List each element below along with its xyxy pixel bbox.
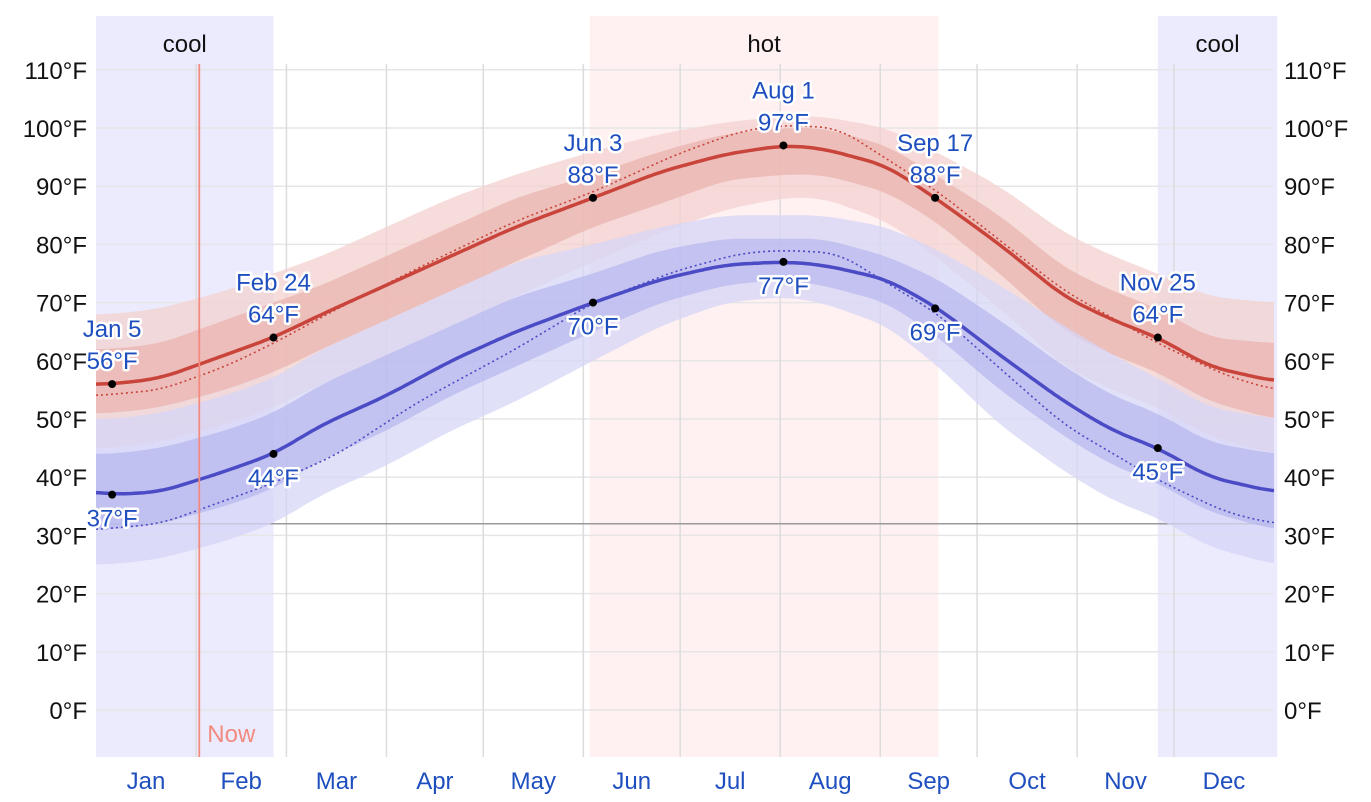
- low-temperature-line: [95, 260, 1275, 496]
- low-band-percentile-band-25-75: [96, 238, 1274, 530]
- y-tick-label-right: 60°F: [1284, 349, 1335, 376]
- high-temperature-line: [95, 144, 1275, 386]
- annotation-value: 56°F: [87, 348, 138, 375]
- series-lines: [95, 144, 1275, 496]
- percentile-bands: [96, 116, 1274, 565]
- annotation-value: 44°F: [248, 465, 299, 492]
- y-tick-label-left: 30°F: [36, 523, 87, 550]
- annotation-value: 37°F: [87, 506, 138, 533]
- annotation-date: Sep 17: [897, 130, 973, 157]
- y-tick-label-left: 20°F: [36, 582, 87, 609]
- x-tick-label: Jun: [612, 768, 651, 795]
- annotation-value: 97°F: [758, 109, 809, 136]
- y-tick-label-left: 90°F: [36, 174, 87, 201]
- y-tick-label-left: 60°F: [36, 349, 87, 376]
- x-tick-label: Feb: [221, 768, 262, 795]
- annotation-date: Aug 1: [752, 77, 815, 104]
- low-point: [779, 257, 788, 266]
- y-tick-label-right: 10°F: [1284, 640, 1335, 667]
- low-point: [931, 304, 940, 313]
- annotation-date: Nov 25: [1120, 270, 1196, 297]
- annotation-value: 45°F: [1132, 459, 1183, 486]
- x-tick-label: Oct: [1008, 768, 1046, 795]
- y-tick-label-right: 50°F: [1284, 407, 1335, 434]
- annotation-labels: Now Jan 5 56°F 37°F Feb 24 64°F 44°F Jun 3 88°F 7…: [80, 75, 1198, 748]
- annotation-value: 64°F: [1132, 302, 1183, 329]
- annotation-points: [108, 141, 1162, 499]
- low-point: [108, 490, 117, 499]
- x-tick-label: Jul: [715, 768, 746, 795]
- y-tick-label-left: 10°F: [36, 640, 87, 667]
- y-tick-label-right: 40°F: [1284, 465, 1335, 492]
- low-point: [1153, 444, 1162, 453]
- y-tick-label-left: 0°F: [49, 698, 87, 725]
- y-tick-label-right: 90°F: [1284, 174, 1335, 201]
- axis-labels: 0°F 0°F 10°F 10°F 20°F 20°F 30°F 30°F 40°F 40°F 50…: [23, 58, 1349, 795]
- y-tick-label-right: 100°F: [1284, 116, 1348, 143]
- y-tick-label-left: 40°F: [36, 465, 87, 492]
- annotation-date: Jun 3: [564, 130, 623, 157]
- x-tick-label: Nov: [1104, 768, 1147, 795]
- now-label: Now: [207, 721, 256, 748]
- high-point: [269, 333, 278, 342]
- high-point: [1153, 333, 1162, 342]
- annotation-value: 77°F: [758, 273, 809, 300]
- y-tick-label-left: 70°F: [36, 291, 87, 318]
- x-tick-label: Dec: [1203, 768, 1246, 795]
- high-point: [931, 193, 940, 202]
- season-label-cool: cool: [1196, 31, 1240, 58]
- annotation-value: 69°F: [910, 319, 961, 346]
- high-band-percentile-band-25-75: [96, 128, 1274, 418]
- low-point: [269, 449, 278, 458]
- y-tick-label-right: 110°F: [1284, 58, 1347, 85]
- y-tick-label-right: 70°F: [1284, 291, 1335, 318]
- season-label-cool: cool: [163, 31, 207, 58]
- annotation-value: 88°F: [910, 162, 961, 189]
- annotation-value: 70°F: [568, 314, 619, 341]
- annotation-date: Jan 5: [83, 316, 142, 343]
- low-dotted-line: [95, 249, 1275, 530]
- x-tick-label: Jan: [127, 768, 166, 795]
- reference-lines: [95, 64, 1275, 757]
- high-point: [108, 380, 117, 389]
- y-tick-label-right: 20°F: [1284, 582, 1335, 609]
- y-tick-label-left: 80°F: [36, 232, 87, 259]
- high-point: [779, 141, 788, 150]
- y-tick-label-left: 100°F: [23, 116, 87, 143]
- annotation-value: 88°F: [568, 162, 619, 189]
- x-tick-label: Mar: [316, 768, 357, 795]
- low-band-percentile-band-10-90: [96, 215, 1274, 565]
- y-tick-label-right: 30°F: [1284, 523, 1335, 550]
- y-tick-label-left: 110°F: [24, 58, 87, 85]
- x-tick-label: Sep: [907, 768, 950, 795]
- season-label-hot: hot: [747, 31, 781, 58]
- high-band-percentile-band-10-90: [96, 116, 1274, 453]
- high-point: [589, 193, 598, 202]
- y-tick-label-right: 80°F: [1284, 232, 1335, 259]
- annotation-date: Feb 24: [236, 270, 311, 297]
- high-dotted-line: [95, 125, 1275, 396]
- low-point: [589, 298, 598, 307]
- x-tick-label: Aug: [809, 768, 852, 795]
- x-tick-label: May: [511, 768, 556, 795]
- y-tick-label-right: 0°F: [1284, 698, 1322, 725]
- annotation-value: 64°F: [248, 302, 299, 329]
- x-tick-label: Apr: [416, 768, 453, 795]
- y-tick-label-left: 50°F: [36, 407, 87, 434]
